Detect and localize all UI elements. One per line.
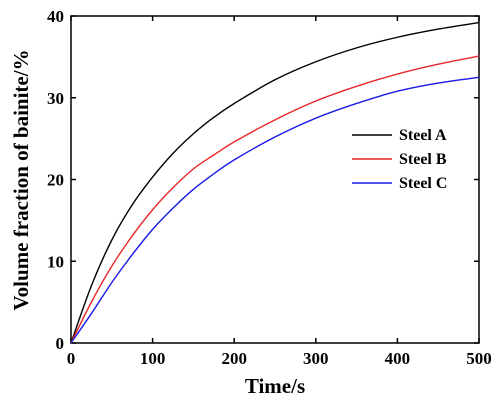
series-lines: [70, 21, 480, 344]
y-tick-label: 40: [47, 7, 64, 26]
legend-label-2: Steel B: [399, 151, 447, 168]
x-axis-title: Time/s: [245, 374, 305, 398]
x-tick-label: 200: [221, 349, 247, 368]
x-tick-label: 400: [385, 349, 411, 368]
x-tick-label: 300: [303, 349, 329, 368]
x-tick-label: 0: [67, 349, 76, 368]
y-tick-label: 20: [47, 171, 64, 190]
series-line-1: [70, 21, 480, 344]
y-tick-label: 10: [47, 252, 64, 271]
series-line-3: [70, 76, 480, 344]
x-tick-label: 100: [140, 349, 166, 368]
y-tick-label: 30: [47, 89, 64, 108]
legend-label-1: Steel A: [399, 127, 447, 144]
axis-ticks: 0 100 200 300 400 500 0 10 20 30 40: [47, 7, 492, 368]
legend: Steel A Steel B Steel C: [352, 127, 447, 192]
x-tick-label: 500: [466, 349, 492, 368]
series-line-2: [70, 55, 480, 344]
y-axis-title: Volume fraction of bainite/%: [9, 49, 33, 310]
legend-label-3: Steel C: [399, 175, 447, 192]
y-tick-label: 0: [56, 334, 65, 353]
